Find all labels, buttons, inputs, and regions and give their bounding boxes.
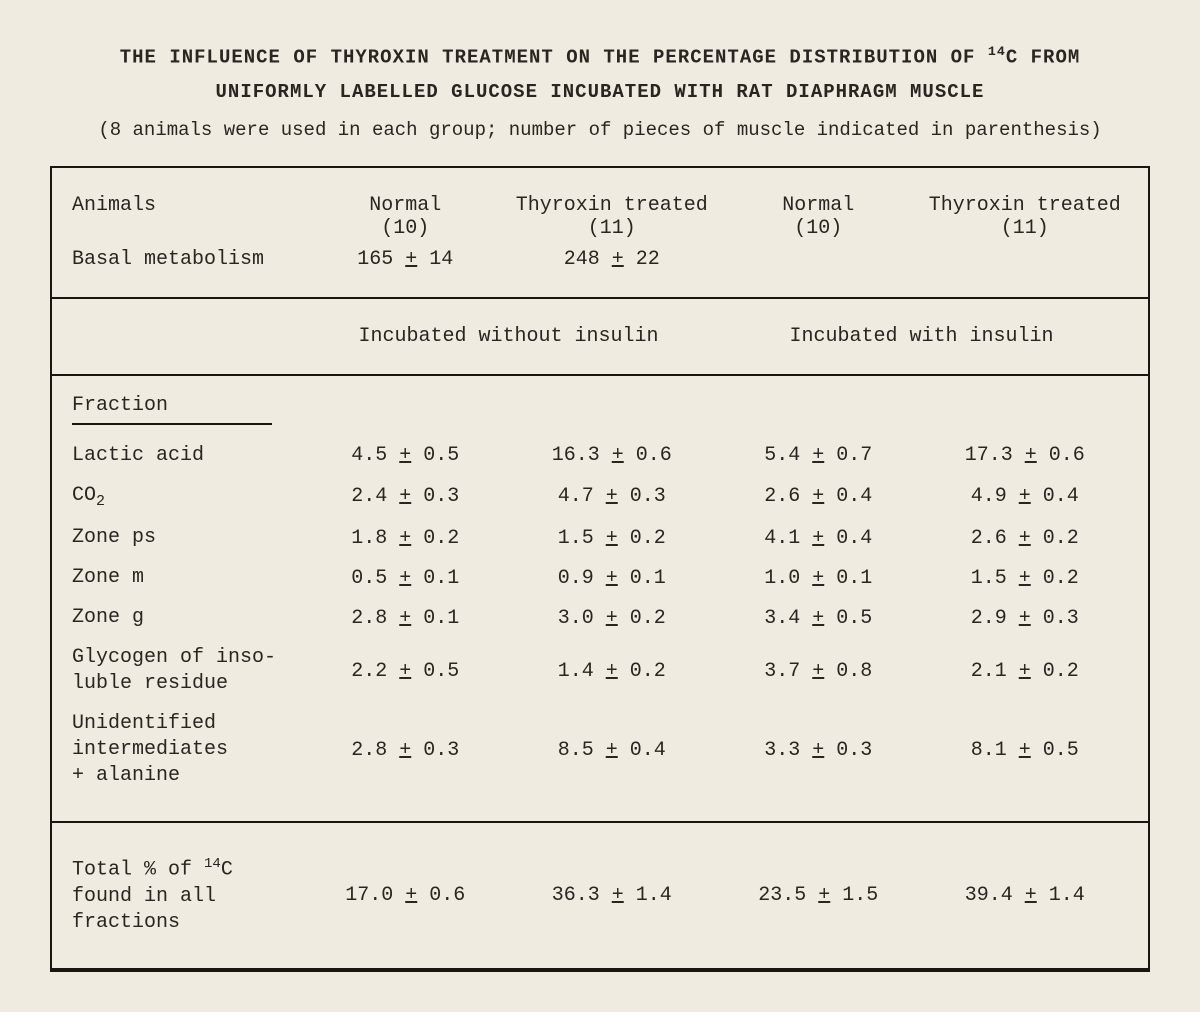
group-without-insulin: Incubated without insulin [302, 325, 715, 348]
title-sup: 14 [988, 44, 1006, 59]
title-line-2: UNIFORMLY LABELLED GLUCOSE INCUBATED WIT… [216, 81, 985, 103]
title-line-1: THE INFLUENCE OF THYROXIN TREATMENT ON T… [120, 46, 988, 68]
fraction-label: Lactic acid [72, 443, 302, 469]
fraction-value: 8.1 + 0.5 [922, 739, 1129, 762]
fraction-label: Zone ps [72, 525, 302, 551]
fraction-row: Zone m0.5 + 0.10.9 + 0.11.0 + 0.11.5 + 0… [72, 565, 1128, 591]
animals-label: Animals [72, 194, 302, 217]
fraction-value: 1.4 + 0.2 [509, 660, 716, 683]
total-val: 39.4 + 1.4 [922, 884, 1129, 907]
fraction-value: 3.3 + 0.3 [715, 739, 922, 762]
fraction-value: 4.5 + 0.5 [302, 444, 509, 467]
subtitle: (8 animals were used in each group; numb… [50, 119, 1150, 141]
fraction-row: Unidentifiedintermediates+ alanine2.8 + … [72, 711, 1128, 789]
fraction-value: 4.9 + 0.4 [922, 485, 1129, 508]
total-val: 23.5 + 1.5 [715, 884, 922, 907]
group-with-insulin: Incubated with insulin [715, 325, 1128, 348]
fraction-value: 2.9 + 0.3 [922, 607, 1129, 630]
fraction-value: 2.8 + 0.3 [302, 739, 509, 762]
fraction-row: Lactic acid4.5 + 0.516.3 + 0.65.4 + 0.71… [72, 443, 1128, 469]
fraction-value: 0.5 + 0.1 [302, 567, 509, 590]
fraction-value: 4.7 + 0.3 [509, 485, 716, 508]
fraction-label: Zone m [72, 565, 302, 591]
fraction-value: 3.7 + 0.8 [715, 660, 922, 683]
col-header: Thyroxin treated (11) [509, 194, 716, 240]
fraction-value: 3.0 + 0.2 [509, 607, 716, 630]
fraction-header: Fraction [72, 394, 1128, 417]
col-header: Normal (10) [302, 194, 509, 240]
fraction-label: Glycogen of inso-luble residue [72, 645, 302, 697]
title-line-1-end: C FROM [1006, 46, 1080, 68]
table-header-section: Animals Normal (10) Thyroxin treated (11… [52, 168, 1148, 297]
fraction-label: Unidentifiedintermediates+ alanine [72, 711, 302, 789]
fraction-value: 17.3 + 0.6 [922, 444, 1129, 467]
basal-row: Basal metabolism 165 + 14 248 + 22 [72, 248, 1128, 271]
fraction-row: CO22.4 + 0.34.7 + 0.32.6 + 0.44.9 + 0.4 [72, 483, 1128, 512]
total-row: Total % of 14Cfound in allfractions 17.0… [72, 855, 1128, 936]
fraction-underline [72, 423, 272, 425]
basal-val: 165 + 14 [302, 248, 509, 271]
group-spacer [72, 325, 302, 348]
fraction-value: 3.4 + 0.5 [715, 607, 922, 630]
fraction-value: 1.8 + 0.2 [302, 527, 509, 550]
fraction-row: Zone ps1.8 + 0.21.5 + 0.24.1 + 0.42.6 + … [72, 525, 1128, 551]
fraction-row: Glycogen of inso-luble residue2.2 + 0.51… [72, 645, 1128, 697]
total-label: Total % of 14Cfound in allfractions [72, 855, 302, 936]
fraction-value: 0.9 + 0.1 [509, 567, 716, 590]
fraction-value: 2.2 + 0.5 [302, 660, 509, 683]
document-page: THE INFLUENCE OF THYROXIN TREATMENT ON T… [0, 0, 1200, 1012]
fraction-label: CO2 [72, 483, 302, 512]
fraction-label: Zone g [72, 605, 302, 631]
fraction-value: 1.5 + 0.2 [509, 527, 716, 550]
fraction-value: 2.1 + 0.2 [922, 660, 1129, 683]
data-table: Animals Normal (10) Thyroxin treated (11… [50, 166, 1150, 972]
basal-val: 248 + 22 [509, 248, 716, 271]
total-val: 17.0 + 0.6 [302, 884, 509, 907]
fraction-value: 2.6 + 0.2 [922, 527, 1129, 550]
fractions-section: Fraction Lactic acid4.5 + 0.516.3 + 0.65… [52, 376, 1148, 822]
fraction-value: 1.5 + 0.2 [922, 567, 1129, 590]
group-header-section: Incubated without insulin Incubated with… [52, 299, 1148, 374]
fraction-row: Zone g2.8 + 0.13.0 + 0.23.4 + 0.52.9 + 0… [72, 605, 1128, 631]
fraction-value: 2.8 + 0.1 [302, 607, 509, 630]
fraction-value: 1.0 + 0.1 [715, 567, 922, 590]
total-val: 36.3 + 1.4 [509, 884, 716, 907]
fraction-value: 8.5 + 0.4 [509, 739, 716, 762]
col-header: Thyroxin treated (11) [922, 194, 1129, 240]
animals-row: Animals Normal (10) Thyroxin treated (11… [72, 194, 1128, 240]
fraction-value: 16.3 + 0.6 [509, 444, 716, 467]
fraction-value: 2.4 + 0.3 [302, 485, 509, 508]
divider [52, 968, 1148, 970]
col-header: Normal (10) [715, 194, 922, 240]
fraction-value: 4.1 + 0.4 [715, 527, 922, 550]
total-section: Total % of 14Cfound in allfractions 17.0… [52, 823, 1148, 968]
fraction-value: 2.6 + 0.4 [715, 485, 922, 508]
title: THE INFLUENCE OF THYROXIN TREATMENT ON T… [50, 40, 1150, 109]
fraction-value: 5.4 + 0.7 [715, 444, 922, 467]
basal-label: Basal metabolism [72, 248, 302, 271]
